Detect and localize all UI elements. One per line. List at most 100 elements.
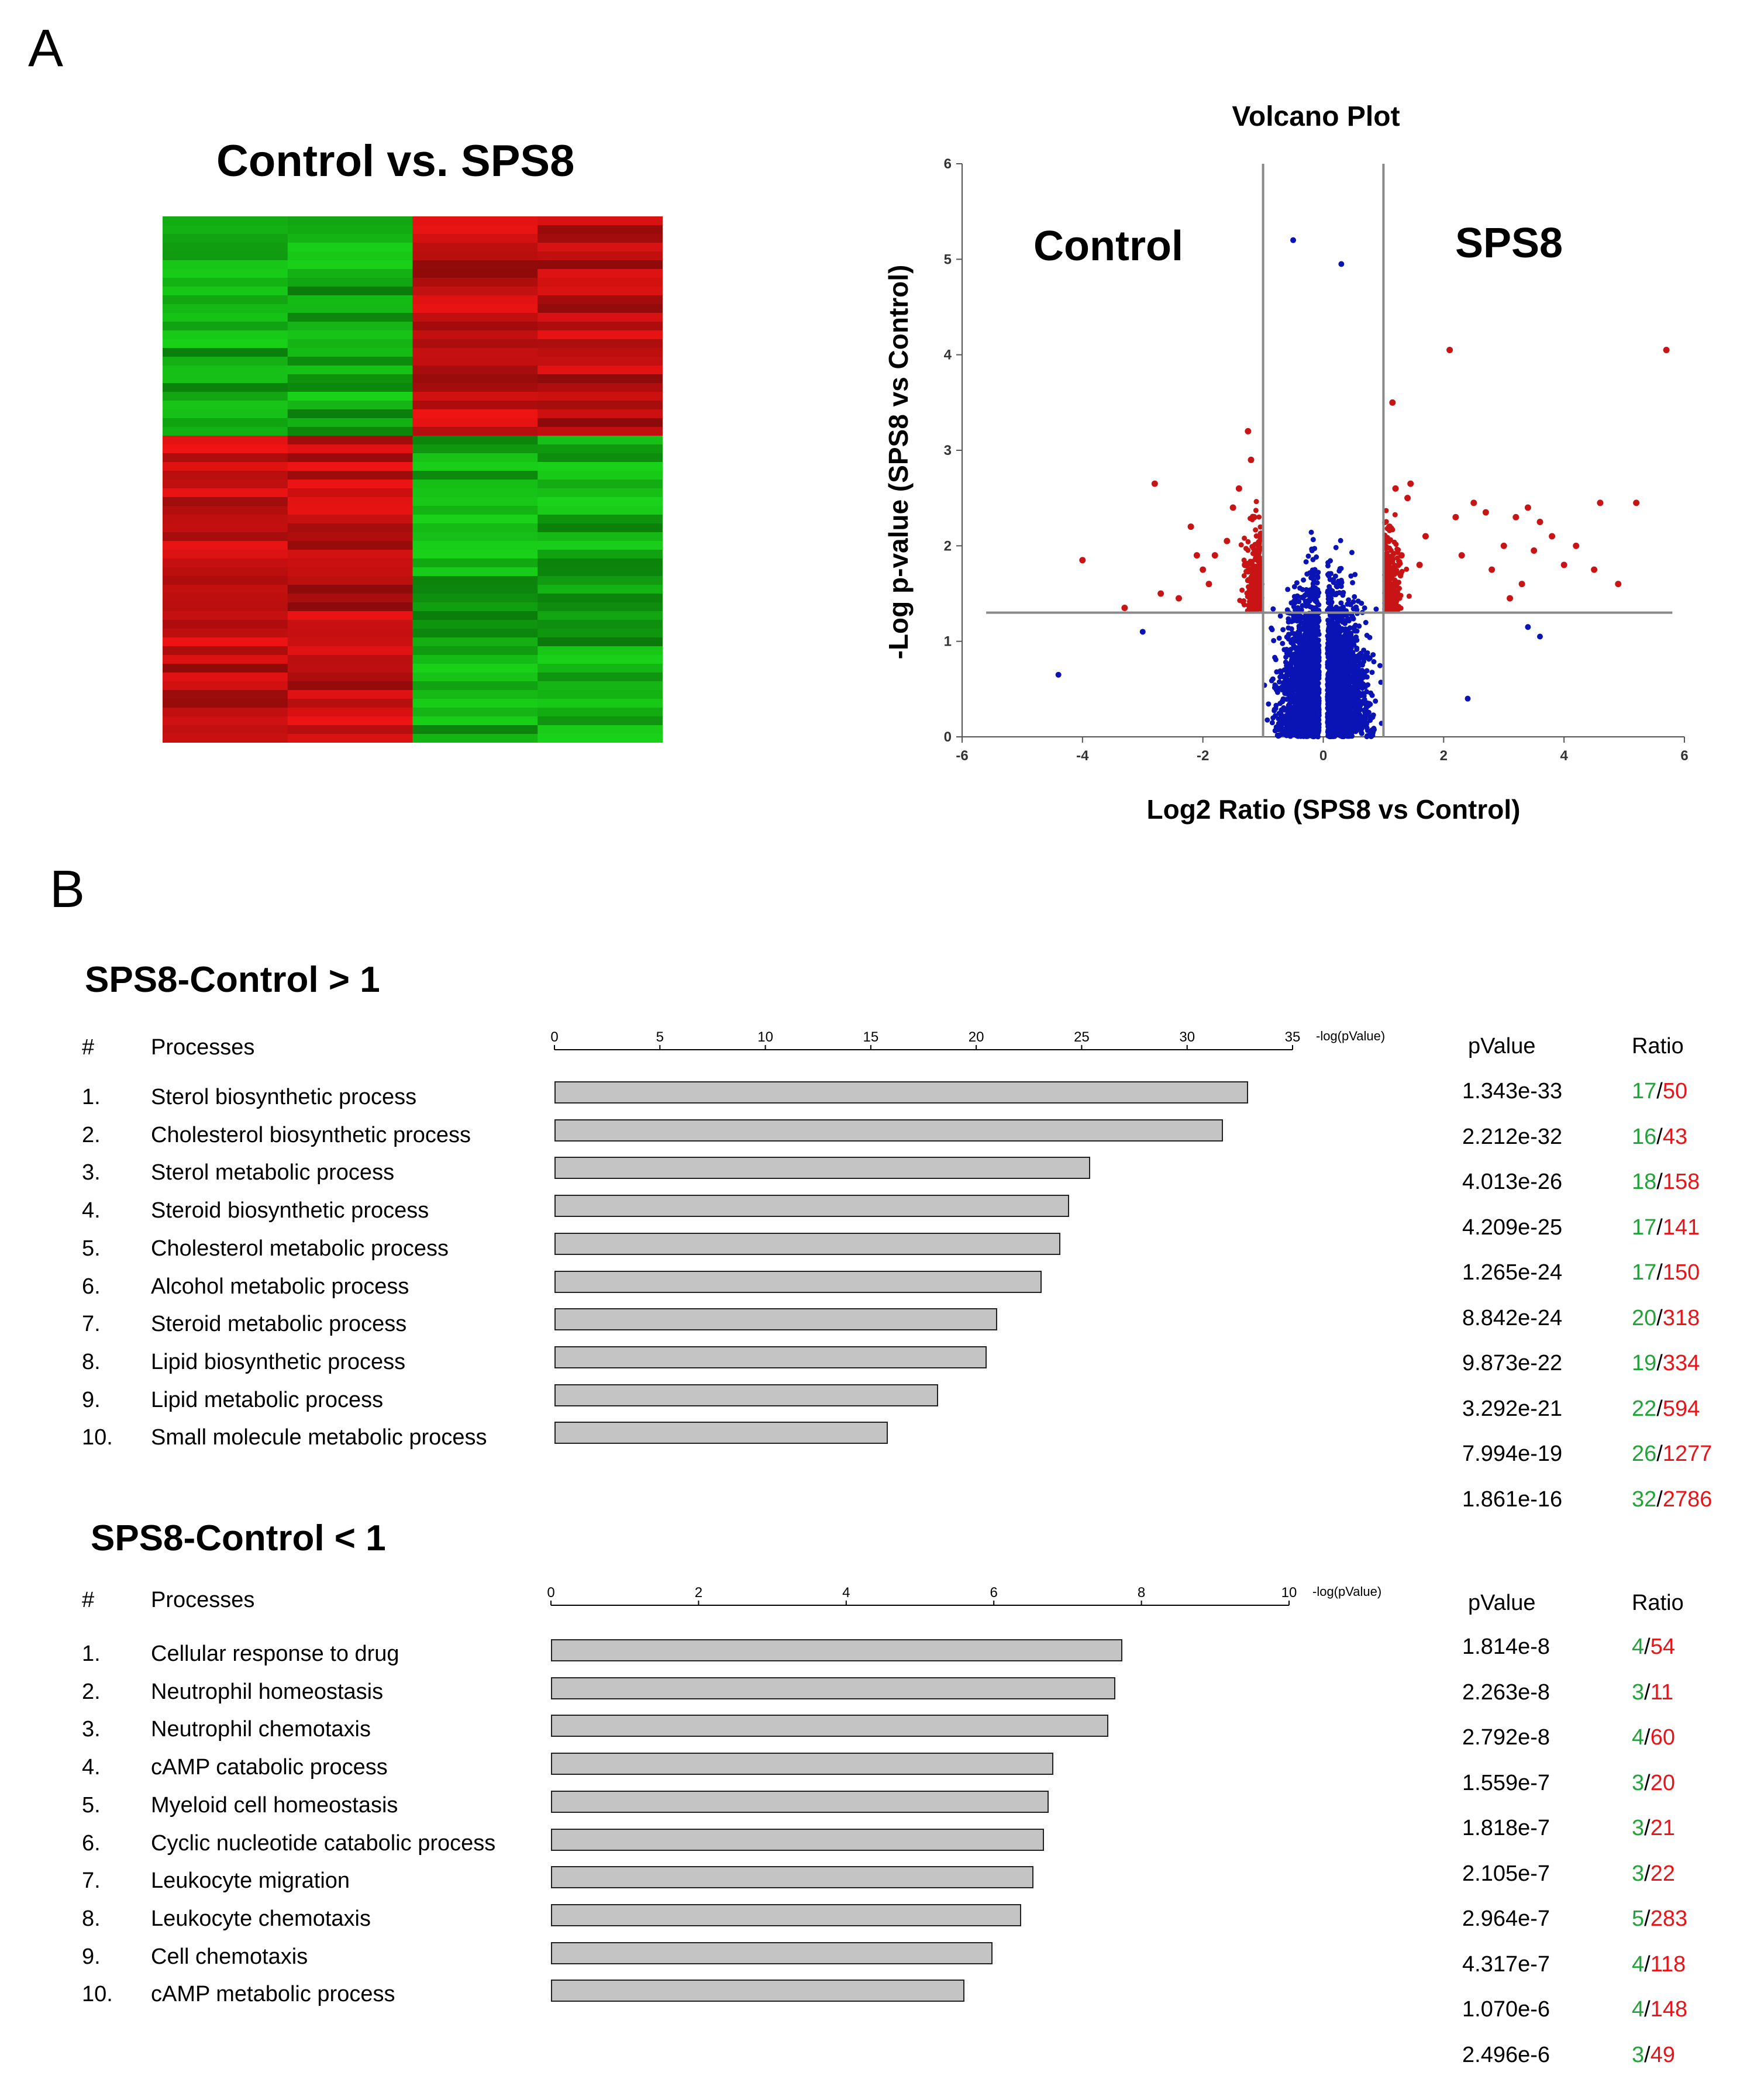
heatmap-cell xyxy=(412,348,538,357)
blue-point xyxy=(1364,727,1370,733)
blue-point xyxy=(1368,733,1374,739)
x-tick-label: 6 xyxy=(1680,748,1688,764)
red-point xyxy=(1245,594,1250,599)
col-head-num: # xyxy=(82,1588,95,1612)
blue-point xyxy=(1328,688,1333,694)
blue-point xyxy=(1370,714,1376,720)
blue-point xyxy=(1346,732,1352,737)
ratio-denominator: 148 xyxy=(1650,1997,1688,2022)
blue-point xyxy=(1349,705,1355,711)
blue-point xyxy=(1377,663,1383,668)
axis-label: -log(pValue) xyxy=(1316,1029,1385,1043)
blue-point xyxy=(1338,654,1344,660)
blue-point xyxy=(1338,584,1344,589)
red-point xyxy=(1500,542,1507,549)
blue-point xyxy=(1302,665,1308,671)
heatmap-title: Control vs. SPS8 xyxy=(216,136,575,186)
heatmap-cell xyxy=(412,251,538,261)
ratio-cell: 3/21 xyxy=(1632,1816,1675,1841)
row-number: 7. xyxy=(82,1312,101,1337)
red-point xyxy=(1211,552,1218,559)
x-tick-label: -6 xyxy=(956,748,968,764)
heatmap-cell xyxy=(287,567,414,577)
row-number: 1. xyxy=(82,1642,101,1666)
heatmap xyxy=(163,216,663,743)
blue-point xyxy=(1272,682,1278,688)
heatmap-cell xyxy=(412,287,538,296)
ratio-numerator: 4 xyxy=(1632,1997,1645,2022)
blue-point xyxy=(1291,686,1297,692)
heatmap-cell xyxy=(412,655,538,664)
blue-point xyxy=(1327,727,1333,733)
ratio-slash: / xyxy=(1644,1635,1650,1659)
blue-point xyxy=(1308,660,1314,666)
process-label: Steroid biosynthetic process xyxy=(151,1198,429,1223)
blue-point xyxy=(1298,607,1304,613)
blue-point xyxy=(1313,698,1319,704)
blue-point xyxy=(1310,581,1316,587)
blue-point xyxy=(1351,657,1357,663)
heatmap-cell xyxy=(412,620,538,629)
blue-point xyxy=(1290,712,1295,718)
heatmap-cell xyxy=(537,611,663,620)
heatmap-cell xyxy=(537,708,663,717)
blue-point xyxy=(1314,654,1319,660)
blue-point xyxy=(1327,697,1333,703)
ratio-numerator: 3 xyxy=(1632,2042,1645,2067)
process-label: Myeloid cell homeostasis xyxy=(151,1792,398,1818)
red-point xyxy=(1389,399,1396,406)
ratio-denominator: 49 xyxy=(1650,2042,1675,2067)
heatmap-cell xyxy=(287,216,414,226)
blue-point xyxy=(1284,688,1290,694)
blue-point xyxy=(1303,559,1309,565)
ratio-slash: / xyxy=(1656,1170,1663,1194)
ratio-numerator: 16 xyxy=(1632,1124,1657,1149)
ratio-denominator: 594 xyxy=(1662,1396,1700,1421)
heatmap-cell xyxy=(412,322,538,331)
heatmap-cell xyxy=(287,620,414,629)
blue-point xyxy=(1336,623,1342,629)
ratio-slash: / xyxy=(1656,1396,1663,1421)
blue-point xyxy=(1362,605,1367,611)
ratio-slash: / xyxy=(1644,1725,1650,1750)
heatmap-cell xyxy=(537,365,663,375)
heatmap-cell xyxy=(287,611,414,620)
heatmap-cell xyxy=(412,444,538,454)
blue-point xyxy=(1286,625,1291,631)
red-point xyxy=(1248,456,1255,463)
axis-tick-label: 4 xyxy=(842,1585,850,1601)
heatmap-cell xyxy=(163,558,288,568)
pvalue-cell: 2.496e-6 xyxy=(1462,2042,1550,2067)
heatmap-cell xyxy=(287,453,414,463)
bar-mark xyxy=(551,1866,1034,1889)
blue-point xyxy=(1300,690,1306,696)
heatmap-cell xyxy=(287,646,414,656)
blue-point xyxy=(1271,637,1277,643)
heatmap-cell xyxy=(163,629,288,638)
heatmap-cell xyxy=(537,418,663,427)
red-point xyxy=(1470,499,1477,506)
red-point xyxy=(1416,561,1423,568)
blue-point xyxy=(1331,652,1337,658)
blue-point xyxy=(1350,616,1356,622)
heatmap-cell xyxy=(537,734,663,743)
blue-point xyxy=(1342,727,1348,733)
row-number: 7. xyxy=(82,1868,101,1894)
row-number: 3. xyxy=(82,1160,101,1185)
blue-point xyxy=(1310,537,1316,543)
red-point xyxy=(1243,546,1249,551)
blue-point xyxy=(1329,718,1335,724)
heatmap-cell xyxy=(412,243,538,252)
blue-point xyxy=(1293,668,1298,674)
heatmap-cell xyxy=(163,690,288,699)
heatmap-cell xyxy=(412,716,538,726)
heatmap-cell xyxy=(163,322,288,331)
blue-point xyxy=(1305,710,1311,716)
process-label: Leukocyte chemotaxis xyxy=(151,1906,371,1931)
heatmap-cell xyxy=(287,462,414,471)
blue-point xyxy=(1308,575,1314,581)
process-label: Alcohol metabolic process xyxy=(151,1274,409,1299)
blue-point xyxy=(1276,635,1282,641)
blue-point xyxy=(1325,705,1331,711)
ratio-cell: 3/20 xyxy=(1632,1771,1675,1796)
